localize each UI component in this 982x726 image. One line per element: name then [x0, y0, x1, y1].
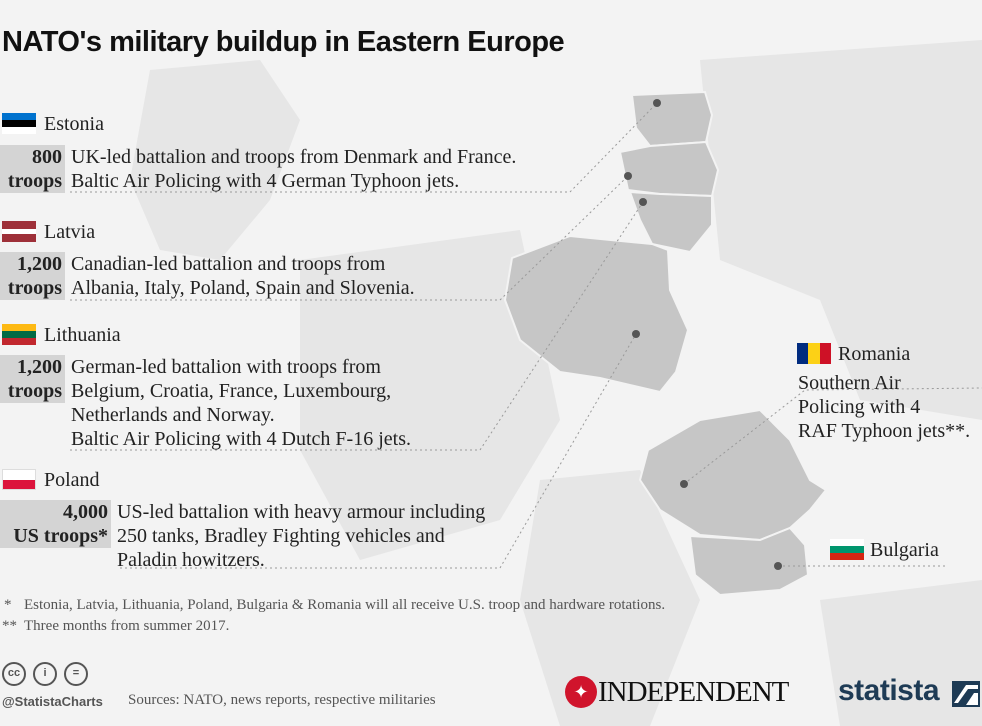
footnote-1: Estonia, Latvia, Lithuania, Poland, Bulg… [24, 597, 666, 613]
statista-logo: statista [838, 674, 940, 707]
description-estonia: UK-led battalion and troops from Denmark… [71, 145, 516, 193]
country-name-estonia: Estonia [44, 113, 104, 135]
troops-badge-lithuania: 1,200 troops [0, 355, 65, 403]
statista-logo-icon [952, 681, 980, 707]
bulgaria-flag-icon [830, 539, 864, 560]
desc-line: Baltic Air Policing with 4 German Typhoo… [71, 170, 460, 192]
troops-unit: troops [7, 170, 62, 192]
footnote-2: Three months from summer 2017. [24, 618, 230, 634]
country-name-latvia: Latvia [44, 221, 96, 243]
troops-badge-estonia: 800 troops [0, 145, 65, 193]
description-lithuania: German-led battalion with troops from Bel… [71, 355, 411, 451]
estonia-flag-icon [2, 113, 36, 134]
romania-flag-icon [797, 343, 831, 364]
desc-line: Netherlands and Norway. [71, 404, 275, 426]
sources: Sources: NATO, news reports, respective … [128, 692, 436, 708]
cc-icon: cc [2, 662, 26, 686]
footnote-2-marker: ** [2, 618, 17, 634]
location-dots [624, 99, 782, 570]
description-romania: Southern Air Policing with 4 RAF Typhoon j… [798, 371, 970, 443]
desc-line: 250 tanks, Bradley Fighting vehicles and [117, 525, 445, 547]
troops-value: 1,200 [17, 253, 62, 275]
desc-line: Policing with 4 [798, 396, 921, 418]
independent-logo: INDEPENDENT [598, 676, 789, 708]
troops-badge-poland: 4,000 US troops* [0, 500, 111, 548]
romania-shape [638, 408, 828, 542]
bulgaria-shape [688, 526, 810, 597]
estonia-shape [630, 90, 714, 148]
troops-value: 800 [32, 146, 62, 168]
footnote-1-marker: * [4, 597, 12, 613]
desc-line: RAF Typhoon jets**. [798, 420, 971, 442]
troops-unit: troops [7, 380, 62, 402]
description-poland: US-led battalion with heavy armour inclu… [117, 500, 485, 572]
troops-unit: troops [7, 277, 62, 299]
independent-eagle-icon: ✦ [565, 676, 597, 708]
troops-badge-latvia: 1,200 troops [0, 252, 65, 300]
troops-unit: US troops* [13, 525, 108, 547]
desc-line: Baltic Air Policing with 4 Dutch F-16 je… [71, 428, 411, 450]
country-name-poland: Poland [44, 469, 100, 491]
desc-line: Belgium, Croatia, France, Luxembourg, [71, 380, 392, 402]
statista-handle: @StatistaCharts [2, 694, 103, 709]
country-name-romania: Romania [838, 343, 911, 365]
desc-line: Southern Air [798, 372, 901, 394]
troops-value: 1,200 [17, 356, 62, 378]
country-name-lithuania: Lithuania [44, 324, 121, 346]
leader-lines [70, 102, 982, 569]
latvia-flag-icon [2, 221, 36, 243]
desc-line: Albania, Italy, Poland, Spain and Sloven… [71, 277, 415, 299]
latvia-shape [618, 140, 720, 198]
country-name-bulgaria: Bulgaria [870, 539, 939, 561]
description-latvia: Canadian-led battalion and troops from Al… [71, 252, 415, 300]
page-title: NATO's military buildup in Eastern Europ… [2, 26, 565, 58]
lithuania-flag-icon [2, 324, 36, 345]
poland-flag-icon [2, 469, 36, 490]
countries [503, 90, 828, 597]
background-landmass [130, 40, 982, 726]
troops-value: 4,000 [63, 501, 108, 523]
poland-shape [503, 234, 690, 394]
desc-line: German-led battalion with troops from [71, 356, 381, 378]
desc-line: Paladin howitzers. [117, 549, 265, 571]
desc-line: US-led battalion with heavy armour inclu… [117, 501, 486, 523]
lithuania-shape [628, 190, 713, 254]
desc-line: Canadian-led battalion and troops from [71, 253, 386, 275]
attribution-icon: i [33, 662, 57, 686]
no-derivatives-icon: = [64, 662, 88, 686]
desc-line: UK-led battalion and troops from Denmark… [71, 146, 517, 168]
